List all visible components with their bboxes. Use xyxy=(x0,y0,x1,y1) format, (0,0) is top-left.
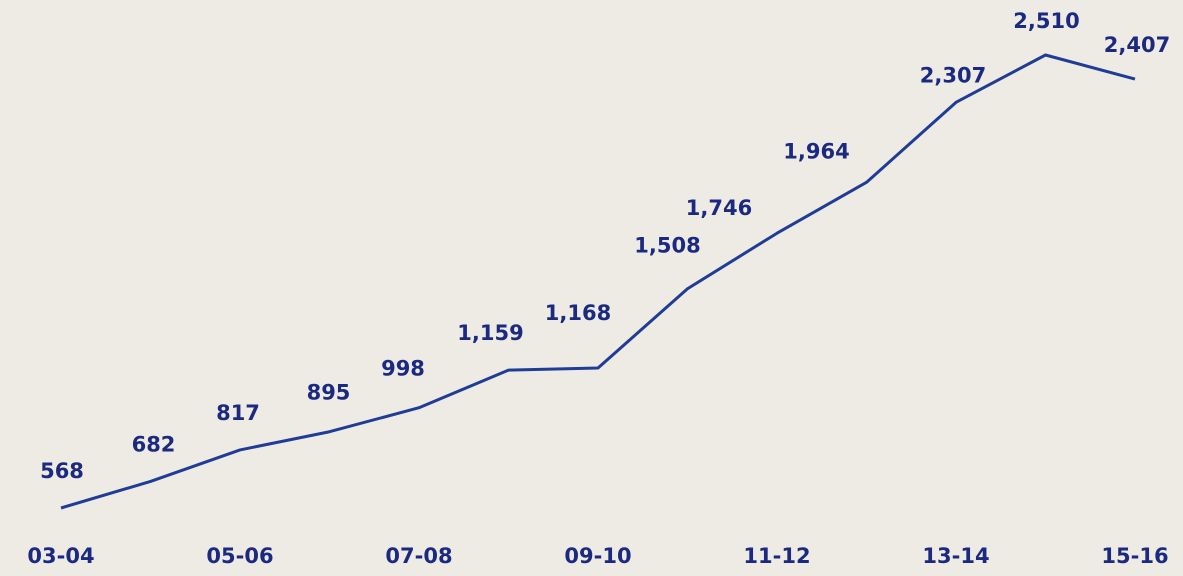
data-label: 2,407 xyxy=(1104,33,1170,57)
data-line xyxy=(60,53,1136,510)
data-label: 998 xyxy=(381,357,425,381)
x-tick-label: 03-04 xyxy=(27,544,94,568)
data-label: 568 xyxy=(40,459,84,483)
x-tick-label: 05-06 xyxy=(206,544,273,568)
x-tick-label: 09-10 xyxy=(564,544,631,568)
data-label: 1,746 xyxy=(686,196,752,220)
data-label: 1,964 xyxy=(783,139,849,163)
x-tick-label: 15-16 xyxy=(1101,544,1168,568)
data-label: 895 xyxy=(307,381,351,405)
data-label: 682 xyxy=(132,432,176,456)
x-tick-label: 11-12 xyxy=(743,544,810,568)
data-label: 2,307 xyxy=(920,63,986,87)
data-label: 1,159 xyxy=(457,321,523,345)
x-tick-label: 13-14 xyxy=(922,544,989,568)
data-label: 1,168 xyxy=(545,301,611,325)
x-tick-label: 07-08 xyxy=(385,544,452,568)
data-label: 817 xyxy=(216,401,260,425)
data-label: 2,510 xyxy=(1013,9,1079,33)
data-label: 1,508 xyxy=(634,234,700,258)
